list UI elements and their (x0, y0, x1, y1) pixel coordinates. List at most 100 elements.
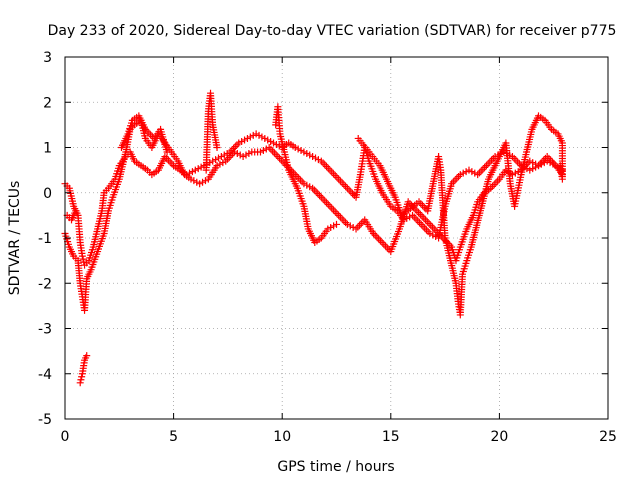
data-point (380, 240, 388, 248)
x-tick-label: 20 (490, 429, 508, 445)
data-point (233, 141, 241, 149)
data-point (354, 223, 362, 231)
data-point (543, 153, 551, 161)
data-point (340, 217, 348, 225)
x-axis-label: GPS time / hours (277, 459, 394, 475)
data-point (451, 176, 459, 184)
data-point (349, 190, 357, 198)
x-tick-label: 10 (273, 429, 291, 445)
plot-frame (64, 56, 609, 420)
data-point (492, 179, 500, 187)
data-point (415, 209, 423, 217)
y-tick-label: -2 (38, 276, 52, 292)
data-point (333, 173, 341, 181)
data-point (326, 202, 334, 210)
data-point (328, 168, 336, 176)
data-point (78, 373, 86, 381)
data-point (267, 145, 275, 153)
data-point (475, 169, 483, 177)
data-point (310, 186, 318, 194)
data-point (455, 172, 463, 180)
data-point (319, 159, 327, 167)
data-point (329, 206, 337, 214)
data-point (536, 160, 544, 168)
data-point (342, 219, 350, 227)
data-point (324, 201, 332, 209)
data-point (425, 220, 433, 228)
data-point (412, 215, 420, 223)
y-tick-label: 2 (43, 95, 52, 111)
data-point (270, 149, 278, 157)
data-point (423, 218, 431, 226)
data-point (481, 163, 489, 171)
data-point (323, 163, 331, 171)
data-point (382, 242, 390, 250)
data-point (490, 181, 498, 189)
data-point (375, 235, 383, 243)
data-point (168, 160, 176, 168)
data-point (494, 177, 502, 185)
y-tick-label: -1 (38, 231, 52, 247)
data-point (324, 164, 332, 172)
data-points (61, 89, 566, 387)
data-point (333, 210, 341, 218)
data-point (213, 144, 221, 151)
data-point (453, 174, 461, 182)
data-point (83, 352, 91, 360)
data-point (274, 153, 282, 161)
data-point (335, 211, 343, 219)
data-point (383, 244, 391, 252)
data-point (338, 215, 346, 223)
y-tick-label: -3 (38, 322, 52, 338)
data-point (488, 156, 496, 164)
data-point (230, 144, 238, 152)
y-tick-label: -5 (38, 412, 52, 428)
data-point (510, 154, 518, 162)
axis-ticks (64, 56, 609, 420)
data-point (421, 224, 429, 232)
data-point (163, 148, 171, 156)
data-point (345, 186, 353, 194)
data-point (429, 223, 437, 231)
data-point (296, 176, 304, 184)
data-point (164, 156, 172, 164)
data-point (410, 213, 418, 221)
x-tick-label: 5 (169, 429, 178, 445)
data-point (342, 182, 350, 190)
y-tick-label: 1 (43, 141, 52, 157)
y-axis-label: SDTVAR / TECUs (7, 181, 23, 296)
data-point (312, 188, 320, 196)
data-point (343, 184, 351, 192)
data-point (328, 204, 336, 212)
data-point (147, 131, 155, 139)
data-point (477, 167, 485, 175)
data-point (319, 195, 327, 203)
data-point (427, 221, 435, 229)
data-point (336, 177, 344, 185)
data-point (223, 155, 231, 163)
data-point (415, 219, 423, 227)
data-point (272, 151, 280, 159)
data-point (72, 207, 80, 215)
data-point (323, 199, 331, 207)
data-point (422, 216, 430, 224)
data-point (166, 158, 174, 166)
data-point (482, 162, 490, 170)
data-point (512, 156, 520, 164)
data-point (422, 226, 430, 234)
data-point (414, 217, 422, 225)
data-point (484, 160, 492, 168)
data-point (78, 252, 86, 260)
data-point (269, 147, 277, 155)
data-point (340, 181, 348, 189)
data-point (357, 220, 365, 228)
y-tick-label: 3 (43, 50, 52, 66)
y-tick-label: -4 (38, 367, 52, 383)
data-point (479, 165, 487, 173)
data-point (331, 172, 339, 180)
data-point (356, 221, 364, 229)
data-point (79, 255, 87, 263)
data-point (430, 225, 438, 233)
chart-title: Day 233 of 2020, Sidereal Day-to-day VTE… (48, 23, 617, 39)
